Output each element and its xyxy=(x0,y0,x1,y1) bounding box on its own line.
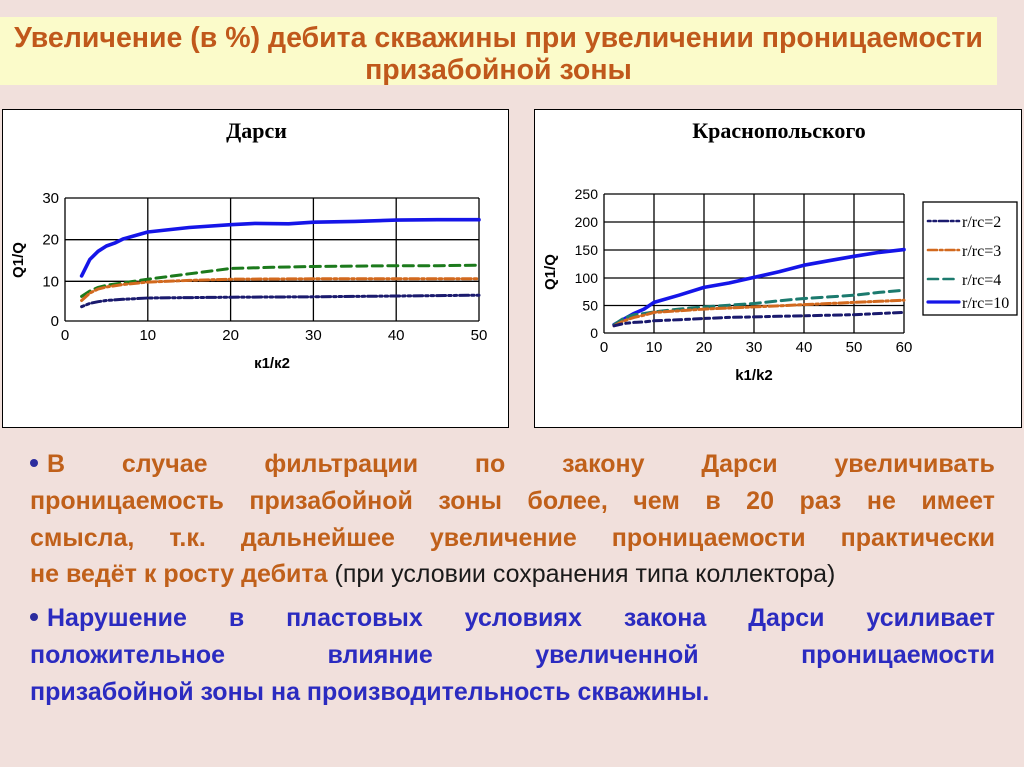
svg-text:40: 40 xyxy=(388,327,405,344)
svg-text:30: 30 xyxy=(746,339,763,356)
svg-text:0: 0 xyxy=(590,325,598,341)
svg-text:30: 30 xyxy=(305,327,322,344)
svg-text:100: 100 xyxy=(575,270,599,286)
svg-text:r/rc=4: r/rc=4 xyxy=(962,272,1001,289)
svg-text:r/rc=3: r/rc=3 xyxy=(962,243,1001,260)
svg-text:10: 10 xyxy=(139,327,156,344)
svg-text:0: 0 xyxy=(600,339,608,356)
svg-text:0: 0 xyxy=(61,327,69,344)
svg-text:150: 150 xyxy=(575,242,599,258)
svg-text:0: 0 xyxy=(51,313,59,330)
svg-text:50: 50 xyxy=(471,327,488,344)
svg-text:Q1/Q: Q1/Q xyxy=(542,254,559,290)
svg-text:k1/k2: k1/k2 xyxy=(735,367,773,384)
svg-text:10: 10 xyxy=(646,339,663,356)
svg-text:200: 200 xyxy=(575,214,599,230)
svg-text:r/rc=2: r/rc=2 xyxy=(962,214,1001,231)
svg-text:30: 30 xyxy=(42,190,59,207)
svg-text:40: 40 xyxy=(796,339,813,356)
svg-text:20: 20 xyxy=(696,339,713,356)
svg-text:50: 50 xyxy=(846,339,863,356)
svg-text:250: 250 xyxy=(575,186,599,202)
svg-text:60: 60 xyxy=(896,339,913,356)
svg-text:20: 20 xyxy=(42,232,59,249)
svg-text:r/rc=10: r/rc=10 xyxy=(962,295,1009,312)
svg-text:20: 20 xyxy=(222,327,239,344)
svg-text:к1/к2: к1/к2 xyxy=(254,355,290,372)
svg-text:50: 50 xyxy=(582,298,598,314)
svg-text:Q1/Q: Q1/Q xyxy=(10,242,27,278)
svg-text:10: 10 xyxy=(42,273,59,290)
